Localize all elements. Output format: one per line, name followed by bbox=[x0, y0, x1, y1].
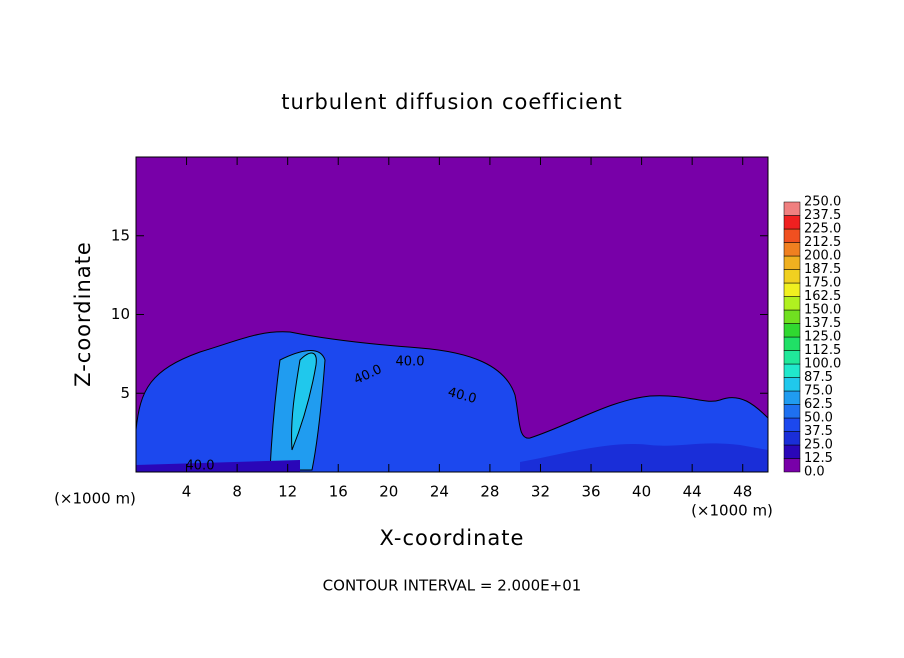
colorbar-label: 87.5 bbox=[804, 370, 833, 385]
x-tick-label: 28 bbox=[480, 483, 499, 501]
colorbar-label: 200.0 bbox=[804, 249, 841, 264]
x-tick-label: 16 bbox=[329, 483, 348, 501]
colorbar-swatch bbox=[783, 417, 801, 432]
colorbar-label: 100.0 bbox=[804, 357, 841, 372]
y-tick-label: 15 bbox=[111, 226, 130, 244]
colorbar-label: 237.5 bbox=[804, 208, 841, 223]
colorbar-label: 75.0 bbox=[804, 384, 833, 399]
x-tick-label: 4 bbox=[182, 483, 192, 501]
colorbar-swatch bbox=[783, 390, 801, 405]
colorbar-label: 50.0 bbox=[804, 411, 833, 426]
x-tick-label: 24 bbox=[430, 483, 449, 501]
colorbar-swatch bbox=[783, 377, 801, 392]
colorbar-swatch bbox=[783, 458, 801, 473]
colorbar-label: 150.0 bbox=[804, 303, 841, 318]
x-tick-label: 32 bbox=[531, 483, 550, 501]
colorbar-label: 175.0 bbox=[804, 276, 841, 291]
x-tick-label: 36 bbox=[581, 483, 600, 501]
colorbar-label: 162.5 bbox=[804, 289, 841, 304]
colorbar-label: 125.0 bbox=[804, 330, 841, 345]
colorbar-swatch bbox=[783, 296, 801, 311]
y-tick-label: 5 bbox=[120, 384, 130, 402]
colorbar-swatch bbox=[783, 323, 801, 338]
contour-label: 40.0 bbox=[186, 459, 215, 474]
colorbar-swatch bbox=[783, 282, 801, 297]
colorbar-swatch bbox=[783, 242, 801, 257]
contour-label: 40.0 bbox=[396, 355, 425, 370]
contour-label: 40.0 bbox=[446, 385, 478, 407]
colorbar-swatch bbox=[783, 201, 801, 216]
x-unit-label: (×1000 m) bbox=[691, 502, 773, 520]
x-unit-label: (×1000 m) bbox=[54, 490, 136, 508]
colorbar-label: 137.5 bbox=[804, 316, 841, 331]
field-region bbox=[520, 443, 768, 472]
colorbar-label: 25.0 bbox=[804, 438, 833, 453]
colorbar-swatch bbox=[783, 363, 801, 378]
field-region bbox=[136, 460, 300, 472]
colorbar-label: 62.5 bbox=[804, 397, 833, 412]
contour-interval-note: CONTOUR INTERVAL = 2.000E+01 bbox=[323, 577, 582, 595]
colorbar-label: 212.5 bbox=[804, 235, 841, 250]
x-tick-label: 40 bbox=[632, 483, 651, 501]
y-axis-label: Z-coordinate bbox=[71, 241, 95, 387]
x-tick-label: 8 bbox=[232, 483, 242, 501]
x-tick-label: 44 bbox=[683, 483, 702, 501]
x-tick-label: 48 bbox=[733, 483, 752, 501]
colorbar-label: 250.0 bbox=[804, 195, 841, 210]
colorbar-swatch bbox=[783, 309, 801, 324]
colorbar-label: 37.5 bbox=[804, 424, 833, 439]
chart-title: turbulent diffusion coefficient bbox=[281, 90, 622, 114]
x-tick-label: 12 bbox=[278, 483, 297, 501]
colorbar-swatch bbox=[783, 404, 801, 419]
colorbar-label: 12.5 bbox=[804, 451, 833, 466]
field-region bbox=[291, 352, 317, 451]
colorbar-swatch bbox=[783, 255, 801, 270]
x-tick-label: 20 bbox=[379, 483, 398, 501]
colorbar-swatch bbox=[783, 215, 801, 230]
colorbar-label: 225.0 bbox=[804, 222, 841, 237]
colorbar-swatch bbox=[783, 431, 801, 446]
colorbar-swatch bbox=[783, 269, 801, 284]
colorbar-swatch bbox=[783, 350, 801, 365]
colorbar-swatch bbox=[783, 228, 801, 243]
x-axis-label: X-coordinate bbox=[380, 526, 525, 550]
colorbar-swatch bbox=[783, 444, 801, 459]
colorbar-label: 0.0 bbox=[804, 465, 825, 480]
y-tick-label: 10 bbox=[111, 305, 130, 323]
colorbar-label: 112.5 bbox=[804, 343, 841, 358]
colorbar-label: 187.5 bbox=[804, 262, 841, 277]
colorbar-swatch bbox=[783, 336, 801, 351]
